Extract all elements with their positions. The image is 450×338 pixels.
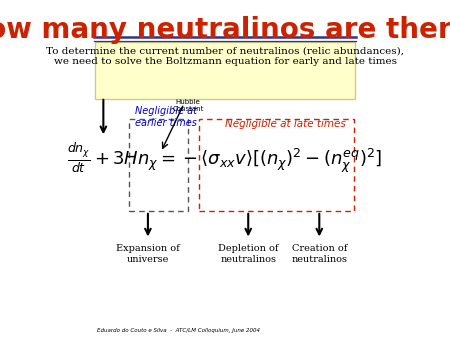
Text: Eduardo do Couto e Silva  -  ATC/LM Colloquium, June 2004: Eduardo do Couto e Silva - ATC/LM Colloq…	[97, 328, 260, 333]
Text: Creation of
neutralinos: Creation of neutralinos	[291, 244, 347, 264]
Text: How many neutralinos are there?: How many neutralinos are there?	[0, 17, 450, 45]
Text: Negligible at late times: Negligible at late times	[225, 119, 346, 129]
Bar	[199, 119, 354, 211]
Bar	[129, 119, 188, 211]
Text: To determine the current number of neutralinos (relic abundances),
we need to so: To determine the current number of neutr…	[46, 47, 404, 66]
Text: $\frac{dn_\chi}{dt} + 3Hn_\chi = -\langle\sigma_{xx}v\rangle[(n_\chi)^2 - (n_\ch: $\frac{dn_\chi}{dt} + 3Hn_\chi = -\langl…	[68, 142, 382, 176]
Text: Negligible at
earlier times: Negligible at earlier times	[135, 106, 197, 128]
Text: Depletion of
neutralinos: Depletion of neutralinos	[218, 244, 279, 264]
Text: Hubble
Constant: Hubble Constant	[172, 99, 204, 112]
Text: Expansion of
universe: Expansion of universe	[116, 244, 180, 264]
FancyBboxPatch shape	[95, 42, 355, 99]
